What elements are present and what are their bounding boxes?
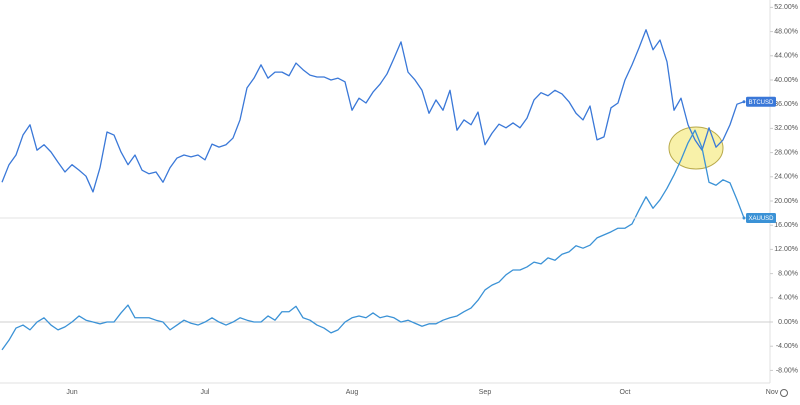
series-label-text: XAUUSD [748, 216, 774, 222]
series-label-box [746, 96, 776, 107]
series-label-box [746, 212, 776, 223]
y-tick-label: 16.00% [774, 222, 798, 229]
series-line [1, 129, 745, 351]
x-tick-label: Jul [201, 389, 210, 396]
x-tick-label: Jun [66, 389, 77, 396]
highlight-circle [668, 126, 724, 170]
last-point [742, 100, 746, 104]
last-point [742, 216, 746, 220]
y-tick-label: -8.00% [776, 367, 798, 374]
y-tick-label: 4.00% [778, 295, 798, 302]
x-tick-label: Sep [479, 389, 492, 396]
y-tick-label: 32.00% [774, 125, 798, 132]
y-tick-label: -4.00% [776, 343, 798, 350]
y-tick-label: 28.00% [774, 149, 798, 156]
series-line [1, 29, 745, 193]
settings-icon[interactable] [780, 389, 788, 397]
series-label: XAUUSD [746, 212, 776, 223]
y-tick-label: 8.00% [778, 270, 798, 277]
gear[interactable] [780, 389, 788, 397]
x-tick-label: Oct [620, 389, 631, 396]
y-tick-label: 20.00% [774, 198, 798, 205]
y-tick-label: 44.00% [774, 53, 798, 60]
y-tick-label: 0.00% [778, 319, 798, 326]
y-tick-label: 24.00% [774, 174, 798, 181]
series-label: BTCUSD [746, 96, 776, 107]
series-label-text: BTCUSD [749, 100, 774, 106]
y-tick-label: 12.00% [774, 246, 798, 253]
x-tick-label: Aug [346, 389, 359, 396]
y-tick-label: 40.00% [774, 77, 798, 84]
y-tick-label: 36.00% [774, 101, 798, 108]
x-tick-label: Nov [766, 389, 779, 396]
y-tick-label: 48.00% [774, 28, 798, 35]
y-tick-label: 52.00% [774, 4, 798, 11]
